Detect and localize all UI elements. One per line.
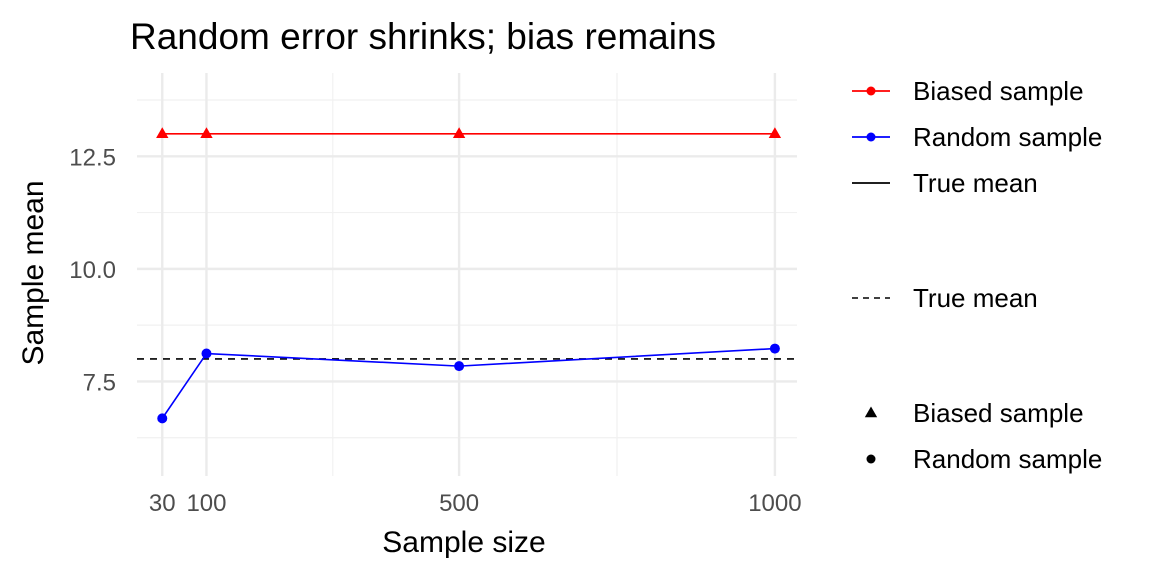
random-sample-line [161, 347, 775, 419]
legend-key-point-random-sample [866, 132, 876, 142]
axis-layer: 7.5 10.0 12.5 30 100 500 1000 [69, 144, 801, 517]
random-sample-point [157, 413, 168, 424]
legend-label-random-sample: Random sample [913, 122, 1102, 152]
random-sample-point [454, 361, 465, 372]
x-tick-label: 1000 [748, 490, 801, 517]
x-axis-label: Sample size [382, 526, 545, 559]
legend: Biased sample Random sample True mean True … [852, 76, 1102, 474]
biased-sample-point [768, 127, 782, 139]
y-axis-label: Sample mean [17, 180, 50, 365]
biased-sample-point [156, 127, 169, 139]
x-tick-label: 30 [149, 490, 176, 517]
legend-label-biased-sample: Biased sample [913, 76, 1084, 106]
y-tick-label: 7.5 [83, 369, 116, 396]
biased-sample-point [200, 127, 213, 139]
random-sample-point [201, 348, 212, 359]
y-tick-label: 12.5 [69, 144, 116, 171]
series-layer [156, 127, 782, 424]
grid-layer [137, 73, 797, 476]
y-tick-label: 10.0 [69, 257, 116, 284]
x-tick-label: 100 [186, 490, 226, 517]
legend-key-triangle [864, 406, 878, 418]
legend-label-shape-triangle: Biased sample [913, 398, 1084, 428]
legend-label-true-mean: True mean [913, 168, 1038, 198]
random-sample-point [769, 343, 780, 354]
legend-key-point-biased-sample [866, 86, 876, 96]
legend-label-shape-circle: Random sample [913, 444, 1102, 474]
x-tick-label: 500 [439, 490, 479, 517]
biased-sample-point [452, 127, 466, 139]
chart-title: Random error shrinks; bias remains [130, 16, 716, 57]
legend-key-circle [866, 454, 876, 464]
legend-label-linetype: True mean [913, 283, 1038, 313]
